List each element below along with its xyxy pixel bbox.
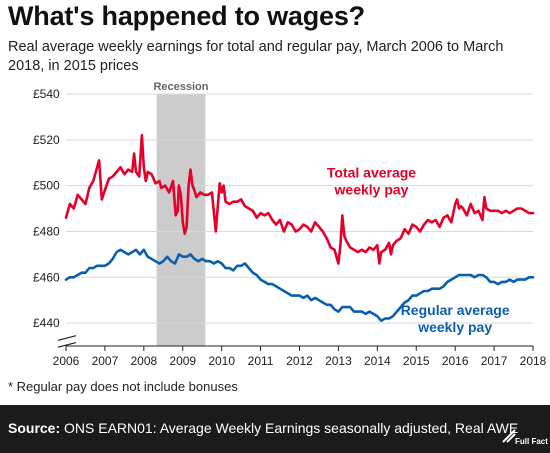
x-tick-label: 2018 (520, 354, 547, 368)
source-line: Source: ONS EARN01: Average Weekly Earni… (8, 420, 518, 436)
x-tick-label: 2013 (325, 354, 352, 368)
source-text: ONS EARN01: Average Weekly Earnings seas… (64, 420, 519, 436)
total-pay-line (64, 133, 535, 265)
x-tick-label: 2008 (130, 354, 157, 368)
total-pay-label-line: Total average (327, 165, 416, 181)
recession-band (156, 94, 206, 346)
regular-pay-label-line: Regular average (401, 302, 510, 318)
x-tick-label: 2007 (92, 354, 119, 368)
source-label: Source: (8, 420, 61, 436)
footnote: * Regular pay does not include bonuses (8, 379, 238, 394)
y-tick-label: £480 (33, 224, 60, 238)
x-tick-label: 2015 (403, 354, 430, 368)
y-tick-label: £440 (33, 316, 60, 330)
y-tick-label: £460 (33, 270, 60, 284)
x-tick-label: 2012 (286, 354, 313, 368)
x-tick-label: 2016 (442, 354, 469, 368)
recession-band-layer: Recession (153, 81, 209, 346)
footer-bar: Source: ONS EARN01: Average Weekly Earni… (0, 405, 550, 453)
regular-pay-line (64, 248, 535, 323)
x-tick-label: 2011 (248, 354, 274, 368)
line-chart: Recession £440 £460 £480 £500 £520 £540 2006 20… (33, 81, 547, 368)
logo-mark-icon (502, 429, 516, 443)
regular-pay-label-line: weekly pay (417, 319, 492, 335)
y-tick-label: £520 (33, 133, 60, 147)
x-tick-label: 2014 (364, 354, 391, 368)
x-tick-label: 2010 (208, 354, 235, 368)
recession-label: Recession (153, 81, 208, 93)
x-tick-label: 2006 (53, 354, 80, 368)
chart-title: What's happened to wages? (8, 1, 365, 31)
x-tick-label: 2009 (169, 354, 196, 368)
y-tick-label: £500 (33, 179, 60, 193)
axis-break-mark (57, 335, 77, 341)
axis-break-mark (57, 341, 77, 348)
x-tick-label: 2017 (481, 354, 508, 368)
series-layer (64, 133, 535, 323)
logo-text: Full Fact (515, 437, 548, 446)
y-tick-label: £540 (33, 87, 60, 101)
axis-layer: £440 £460 £480 £500 £520 £540 2006 2007 2008 2009… (33, 87, 547, 368)
total-pay-label-line: weekly pay (334, 182, 409, 198)
full-fact-logo: Full Fact (502, 429, 548, 449)
chart-subtitle: Real average weekly earnings for total a… (8, 39, 504, 74)
